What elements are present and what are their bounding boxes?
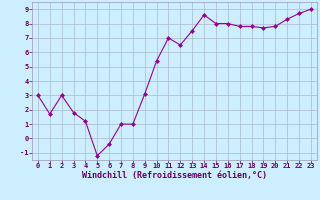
X-axis label: Windchill (Refroidissement éolien,°C): Windchill (Refroidissement éolien,°C) xyxy=(82,171,267,180)
